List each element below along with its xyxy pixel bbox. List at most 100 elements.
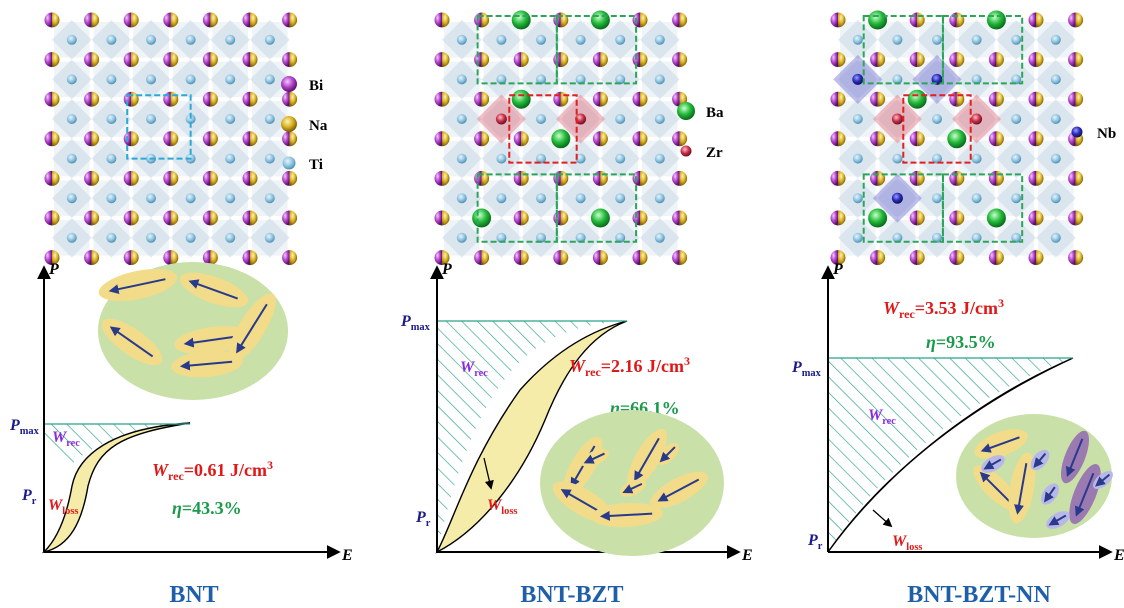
bi-na-atom bbox=[553, 170, 569, 186]
polar-domain bbox=[1046, 511, 1070, 529]
polarization-arrow bbox=[634, 437, 660, 482]
bi-na-atom bbox=[949, 250, 965, 266]
bi-na-atom bbox=[672, 210, 688, 226]
wloss-area bbox=[41, 422, 191, 554]
polar-domain bbox=[1093, 471, 1113, 489]
bi-na-atom bbox=[949, 52, 965, 68]
bi-na-atom bbox=[592, 170, 608, 186]
ti-atom bbox=[66, 193, 77, 204]
zr-legend-icon bbox=[680, 145, 692, 157]
nb-legend-icon bbox=[1071, 126, 1083, 138]
bi-na-atom bbox=[44, 210, 60, 226]
ti-atom bbox=[225, 153, 236, 164]
bi-na-atom bbox=[1068, 52, 1084, 68]
bi-na-atom bbox=[830, 12, 846, 28]
b-site-dopant bbox=[971, 113, 983, 125]
ti-atom bbox=[106, 114, 117, 124]
ba-atom bbox=[868, 208, 888, 228]
pmax-label: Pmax bbox=[9, 417, 40, 437]
bi-na-atom bbox=[84, 250, 100, 266]
legend-label: Zr bbox=[706, 145, 723, 161]
ti-atom bbox=[456, 193, 467, 204]
bi-na-atom bbox=[830, 52, 846, 68]
bi-na-atom bbox=[202, 12, 218, 28]
ti-atom bbox=[615, 193, 626, 204]
polarization-arrow bbox=[657, 478, 700, 502]
bi-na-atom bbox=[949, 12, 965, 28]
ti-atom bbox=[971, 193, 982, 204]
ti-atom bbox=[1011, 232, 1022, 243]
bi-na-atom bbox=[870, 170, 886, 186]
ti-atom bbox=[225, 232, 236, 243]
bi-na-atom bbox=[909, 250, 925, 266]
ti-atom bbox=[456, 232, 467, 243]
ti-atom bbox=[536, 114, 546, 124]
polarization-arrow bbox=[109, 326, 154, 358]
ti-atom bbox=[536, 193, 546, 204]
wloss-label: Wloss bbox=[487, 497, 517, 517]
bi-na-atom bbox=[123, 131, 139, 147]
bi-na-atom bbox=[592, 250, 608, 266]
ti-atom bbox=[932, 232, 942, 243]
bi-na-atom bbox=[513, 170, 529, 186]
ti-atom bbox=[575, 74, 586, 85]
bi-na-atom bbox=[163, 12, 179, 28]
ti-atom bbox=[496, 74, 507, 85]
dashed-unit-box bbox=[862, 173, 944, 243]
bi-na-atom bbox=[870, 91, 886, 107]
ti-atom bbox=[185, 232, 196, 243]
ti-atom bbox=[66, 232, 77, 243]
bi-na-atom bbox=[870, 131, 886, 147]
polarization-arrow bbox=[599, 510, 653, 521]
bi-na-atom bbox=[672, 52, 688, 68]
ti-atom bbox=[1011, 153, 1022, 164]
bi-na-atom bbox=[632, 52, 648, 68]
legend-item-zr: Zr bbox=[680, 145, 723, 161]
crystal-lattice bbox=[434, 10, 688, 266]
ti-atom bbox=[654, 193, 665, 204]
b-site-dopant bbox=[891, 192, 903, 204]
ti-legend-icon bbox=[282, 156, 296, 170]
bi-na-atom bbox=[988, 250, 1004, 266]
ba-atom bbox=[868, 10, 888, 30]
bi-na-atom bbox=[123, 170, 139, 186]
bi-na-atom bbox=[163, 250, 179, 266]
bi-na-atom bbox=[632, 91, 648, 107]
bi-na-atom bbox=[909, 131, 925, 147]
bi-na-atom bbox=[282, 52, 298, 68]
legend-item-ba: Ba bbox=[677, 102, 724, 121]
bi-na-atom bbox=[44, 131, 60, 147]
ti-atom bbox=[654, 153, 665, 164]
bi-na-atom bbox=[909, 12, 925, 28]
ti-atom bbox=[146, 74, 156, 85]
polar-domain bbox=[981, 455, 1005, 473]
polar-domain bbox=[627, 428, 667, 490]
ti-atom bbox=[654, 34, 665, 45]
ti-atom bbox=[1011, 193, 1022, 204]
ti-atom bbox=[66, 153, 77, 164]
bi-na-atom bbox=[282, 91, 298, 107]
efficiency-value: η=93.5% bbox=[926, 332, 996, 352]
p-axis-label: P bbox=[832, 261, 843, 278]
ti-atom bbox=[185, 114, 196, 124]
legend-item-nb: Nb bbox=[1071, 126, 1116, 142]
ti-atom bbox=[852, 153, 863, 164]
ti-atom bbox=[971, 74, 982, 85]
ba-atom bbox=[551, 129, 571, 149]
bi-na-atom bbox=[474, 12, 490, 28]
polarization-arrow bbox=[583, 452, 605, 464]
ti-atom bbox=[225, 74, 236, 85]
legend-label: Bi bbox=[309, 78, 323, 94]
bi-na-atom bbox=[870, 250, 886, 266]
bi-na-atom bbox=[553, 210, 569, 226]
bi-na-atom bbox=[44, 91, 60, 107]
ti-atom bbox=[456, 114, 467, 124]
ti-atom bbox=[615, 153, 626, 164]
bi-na-atom bbox=[988, 170, 1004, 186]
ti-atom bbox=[971, 232, 982, 243]
bi-na-atom bbox=[44, 170, 60, 186]
e-axis-label: E bbox=[1113, 547, 1124, 564]
ti-atom bbox=[185, 74, 196, 85]
